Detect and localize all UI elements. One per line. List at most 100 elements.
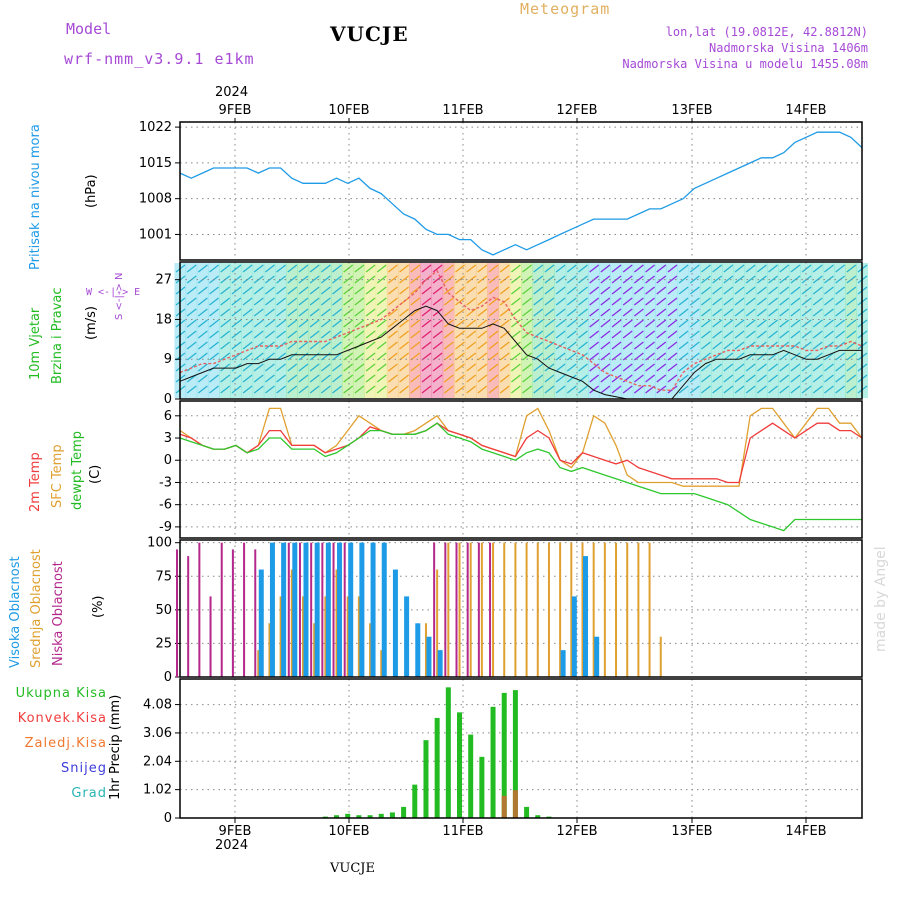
wind-barb: [432, 308, 443, 317]
chart-kind-label: Meteogram: [520, 0, 611, 18]
wind-barb: [477, 308, 488, 317]
precip-total-bar: [423, 740, 429, 818]
wind-barb: [812, 286, 823, 295]
wind-barb: [656, 385, 667, 394]
wind-barb: [578, 352, 588, 361]
model-name: wrf-nmm_v3.9.1 e1km: [64, 50, 255, 68]
wind-barb: [388, 308, 398, 317]
wind-barb: [846, 374, 857, 383]
wind-bg-cell: [353, 263, 365, 398]
wind-barb: [756, 264, 767, 273]
wind-barb: [656, 286, 667, 295]
wind-barb: [309, 275, 320, 284]
wind-barb: [555, 374, 566, 383]
wind-barb: [734, 297, 745, 306]
wind-barb: [723, 308, 734, 317]
wind-barb: [220, 297, 231, 306]
wind-barb: [265, 286, 275, 295]
wind-barb: [488, 319, 499, 328]
wind-barb: [566, 352, 577, 361]
wind-barb: [209, 308, 219, 317]
wind-barb: [768, 286, 778, 295]
wind-barb: [555, 297, 566, 306]
cloud-low-bar: [466, 542, 469, 677]
wind-barb: [734, 275, 745, 284]
wind-barb: [544, 286, 555, 295]
wind-barb: [600, 275, 611, 284]
wind-barb: [488, 308, 499, 317]
wind-barb: [533, 374, 544, 383]
cloud-mid-bar: [279, 596, 282, 677]
cloud-mid-bar: [626, 542, 629, 677]
wind-barb: [410, 374, 421, 383]
wind-barb: [835, 319, 846, 328]
wind-gust-line: [179, 269, 863, 391]
temp-tick-label: -3: [159, 475, 172, 490]
coords-label: lon,lat (19.0812E, 42.8812N): [665, 25, 868, 39]
wind-barb: [633, 363, 644, 372]
temp-tick-label: -9: [159, 520, 172, 535]
wind-barb: [622, 286, 633, 295]
wind-barb: [443, 275, 454, 284]
wind-barb: [824, 286, 834, 295]
wind-barb: [790, 341, 801, 350]
wind-barb: [287, 330, 298, 339]
wind-barb: [745, 297, 756, 306]
wind-barb: [678, 363, 689, 372]
cloud-high-bar: [370, 542, 376, 677]
wind-barb: [265, 308, 275, 317]
wind-barb: [768, 319, 778, 328]
wind-barb: [801, 363, 812, 372]
wind-barb: [578, 330, 588, 339]
wind-barb: [197, 374, 208, 383]
wind-barb: [633, 385, 644, 394]
cloud-mid-bar: [637, 542, 640, 677]
wind-barb: [645, 319, 655, 328]
wind-bg-cell: [196, 263, 209, 398]
wind-barb: [220, 286, 231, 295]
pressure-panel-frame: [179, 121, 863, 261]
cloud-low-bar: [310, 542, 313, 677]
wind-barb: [622, 341, 633, 350]
wind-barb: [432, 341, 443, 350]
wind-barb: [622, 385, 633, 394]
wind-speed-line: [179, 305, 862, 400]
wind-barb: [790, 297, 801, 306]
wind-barb: [443, 385, 454, 394]
cloud-high-bar: [426, 636, 432, 677]
precip-total-bar: [512, 690, 518, 818]
wind-barb: [790, 319, 801, 328]
wind-barb: [477, 352, 488, 361]
wind-barb: [745, 319, 756, 328]
wind-barb: [846, 319, 857, 328]
wind-barb: [745, 363, 756, 372]
wind-barb: [522, 286, 532, 295]
precip-total-bar: [445, 687, 451, 818]
cloud-high-bar: [303, 542, 309, 677]
cloud-mid-bar: [424, 623, 427, 677]
wind-barb: [723, 374, 734, 383]
precip-tick-label: 4.08: [143, 698, 172, 713]
wind-bg-cell: [521, 263, 533, 398]
wind-barb: [633, 330, 644, 339]
wind-tick-label: 27: [155, 273, 172, 288]
wind-bg-cell: [453, 263, 466, 398]
wind-barb: [253, 297, 264, 306]
wind-barb: [197, 385, 208, 394]
wind-barb: [320, 330, 331, 339]
wind-barb: [365, 374, 376, 383]
precip-total-bar: [468, 734, 474, 818]
pressure-tick-label: 1015: [139, 156, 172, 171]
wind-bg-cell: [409, 263, 421, 398]
wind-bg-cell: [599, 263, 611, 398]
wind-bg-cell: [398, 263, 410, 398]
wind-barb: [779, 264, 790, 273]
wind-barb: [566, 319, 577, 328]
wind-barb: [287, 374, 298, 383]
wind-barb: [186, 341, 197, 350]
wind-barb: [343, 286, 354, 295]
wind-barb: [365, 297, 376, 306]
wind-barb: [846, 264, 857, 273]
wind-barb: [611, 363, 622, 372]
wind-barb: [689, 341, 700, 350]
